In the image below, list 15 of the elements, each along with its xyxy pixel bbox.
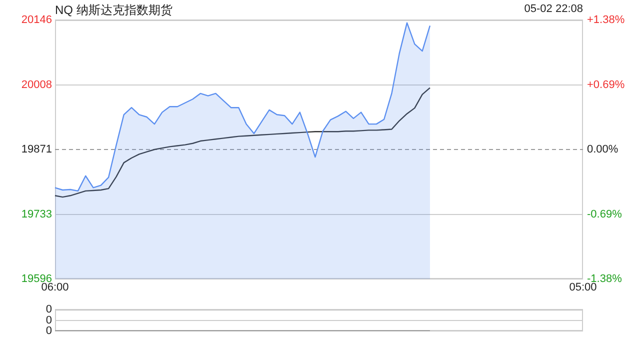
- y-tick-label: 0: [46, 314, 52, 326]
- x-tick-label: 06:00: [41, 282, 69, 294]
- y2-tick-label: +1.38%: [587, 14, 625, 26]
- y2-tick-label: +0.69%: [587, 78, 625, 91]
- chart-title: NQ 纳斯达克指数期货: [55, 2, 172, 19]
- y-tick-label: 19733: [21, 208, 52, 221]
- y-tick-label: 20146: [21, 14, 52, 26]
- y-tick-label: 0: [46, 304, 52, 316]
- x-tick-label: 05:00: [569, 282, 597, 294]
- text: 05-02 22:08: [524, 3, 583, 15]
- y-tick-label: 19871: [21, 144, 52, 156]
- y-tick-label: 0: [46, 325, 52, 338]
- y2-tick-label: 0.00%: [587, 144, 618, 156]
- y2-tick-label: -0.69%: [587, 208, 622, 220]
- y-tick-label: 20008: [21, 79, 52, 92]
